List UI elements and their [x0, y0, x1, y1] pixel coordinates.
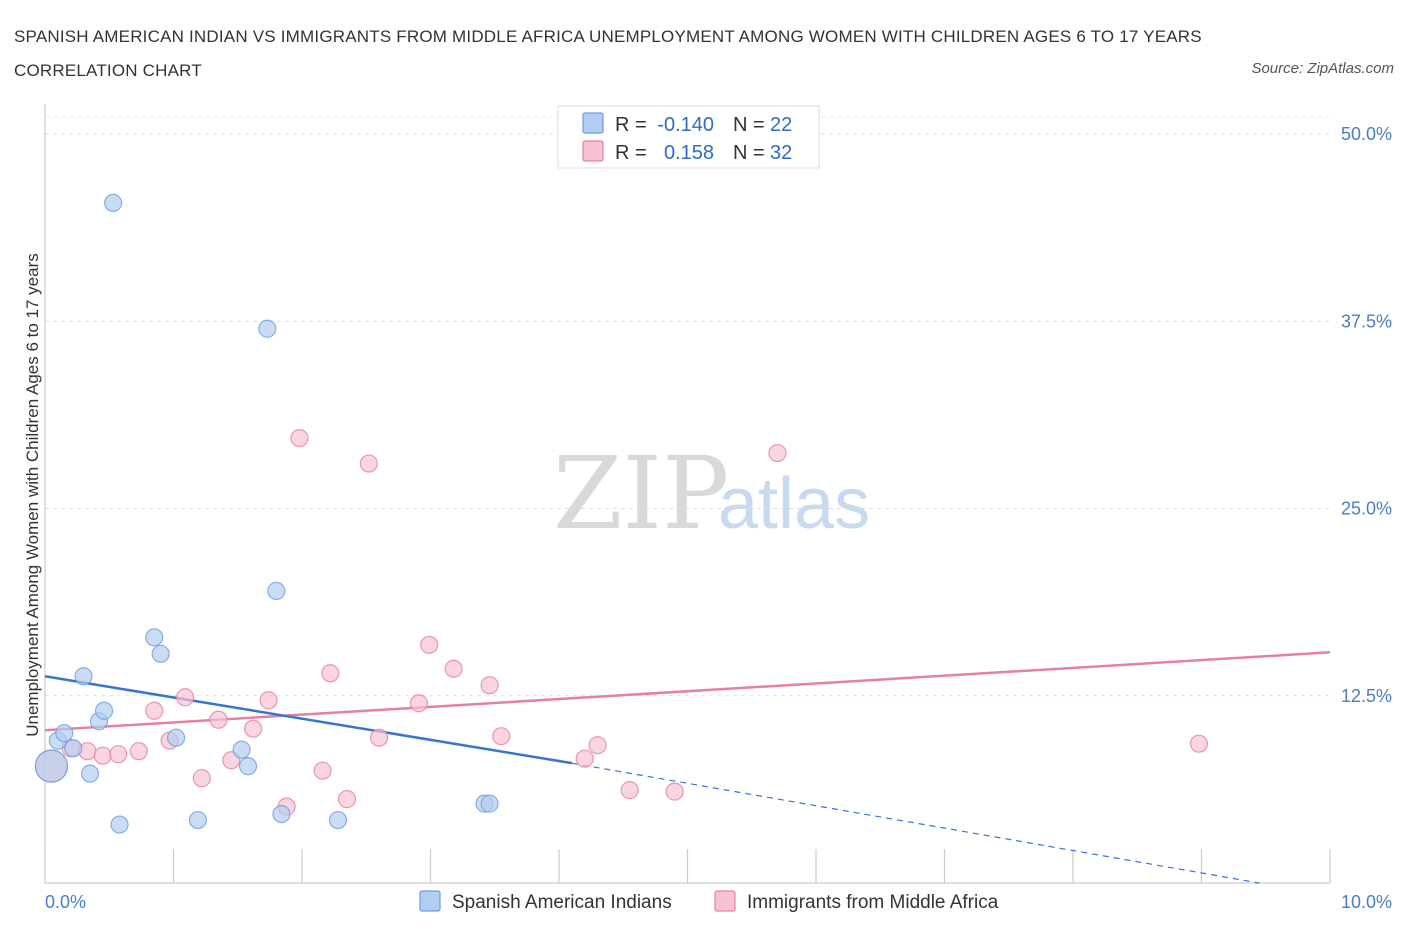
stats-legend-n-label: N = — [733, 142, 765, 164]
stats-legend-swatch-pink — [582, 140, 604, 162]
data-point — [104, 193, 123, 213]
data-point — [259, 691, 278, 710]
data-point — [55, 724, 74, 743]
data-point — [359, 454, 378, 473]
series-legend-swatch-spanish-american-indians — [419, 890, 441, 912]
stats-legend-r-value: 0.158 — [664, 142, 714, 164]
x-tick-labels: 0.0% 10.0% — [45, 892, 1392, 912]
series-legend: Spanish American Indians Immigrants from… — [419, 890, 999, 913]
data-point — [337, 790, 357, 809]
data-point — [145, 701, 164, 720]
chart-title: SPANISH AMERICAN INDIAN VS IMMIGRANTS FR… — [14, 27, 1202, 80]
data-point — [444, 659, 463, 678]
stats-legend-n-value: 22 — [770, 114, 792, 136]
data-point — [166, 728, 186, 747]
data-point — [370, 728, 389, 747]
data-point — [267, 581, 286, 600]
data-point — [64, 739, 83, 758]
data-point — [620, 781, 639, 800]
data-point — [74, 667, 93, 686]
stats-legend-n-label: N = — [733, 114, 765, 136]
series-legend-label: Spanish American Indians — [452, 892, 672, 913]
data-point — [480, 676, 499, 695]
data-point — [290, 428, 309, 448]
data-point — [110, 815, 129, 834]
data-point — [95, 701, 114, 720]
data-point — [321, 664, 340, 683]
stats-legend-r-label: R = — [615, 114, 647, 136]
data-point — [313, 761, 332, 780]
data-point — [328, 810, 348, 830]
data-point — [209, 710, 228, 729]
trend-line-extension-spanish-american-indians — [571, 762, 1260, 884]
data-point — [192, 769, 211, 788]
stats-legend-swatch-blue — [582, 112, 604, 134]
data-point — [151, 644, 170, 663]
grid-lines — [45, 116, 1330, 697]
x-tick-label: 0.0% — [45, 892, 86, 912]
data-point — [109, 745, 128, 764]
data-point — [665, 782, 684, 801]
data-point — [588, 736, 607, 755]
data-point — [188, 810, 208, 830]
data-point — [129, 742, 148, 761]
data-point — [232, 740, 251, 759]
stats-legend-r-label: R = — [615, 142, 647, 164]
data-point — [34, 749, 69, 783]
data-point — [480, 794, 499, 813]
y-axis-label: Unemployment Among Women with Children A… — [23, 253, 42, 737]
trend-line-immigrants-middle-africa — [44, 651, 1331, 732]
stats-legend: R = -0.140 N = 22 R = 0.158 N = 32 — [557, 105, 820, 169]
y-tick-label: 37.5% — [1341, 311, 1392, 331]
data-point — [575, 749, 594, 768]
axes — [44, 104, 1331, 884]
data-point — [1189, 734, 1209, 753]
stats-legend-n-value: 32 — [770, 142, 792, 164]
data-point — [238, 757, 258, 776]
data-point — [80, 764, 100, 783]
y-tick-labels: 50.0% 37.5% 25.0% 12.5% — [1341, 124, 1392, 706]
data-point — [420, 635, 439, 654]
data-point — [409, 694, 429, 713]
trend-lines — [44, 651, 1331, 884]
data-point — [768, 443, 787, 463]
data-point — [272, 804, 291, 824]
data-point — [492, 727, 511, 746]
data-points — [34, 193, 1209, 834]
data-point — [258, 319, 277, 338]
data-point — [93, 746, 112, 765]
stats-legend-r-value: -0.140 — [657, 114, 714, 136]
trend-line-spanish-american-indians — [44, 675, 573, 765]
series-legend-swatch-immigrants-middle-africa — [714, 890, 736, 912]
watermark-atlas: atlas — [718, 464, 870, 544]
y-tick-label: 50.0% — [1341, 124, 1392, 144]
data-point — [244, 719, 263, 738]
x-tick-label: 10.0% — [1341, 892, 1392, 912]
data-point — [145, 628, 164, 647]
data-point — [175, 688, 195, 707]
series-legend-label: Immigrants from Middle Africa — [747, 892, 999, 913]
source-label: Source: ZipAtlas.com — [1251, 60, 1394, 77]
watermark-zip: ZIP — [553, 435, 729, 552]
y-tick-label: 25.0% — [1341, 499, 1392, 519]
y-tick-label: 12.5% — [1341, 686, 1392, 706]
